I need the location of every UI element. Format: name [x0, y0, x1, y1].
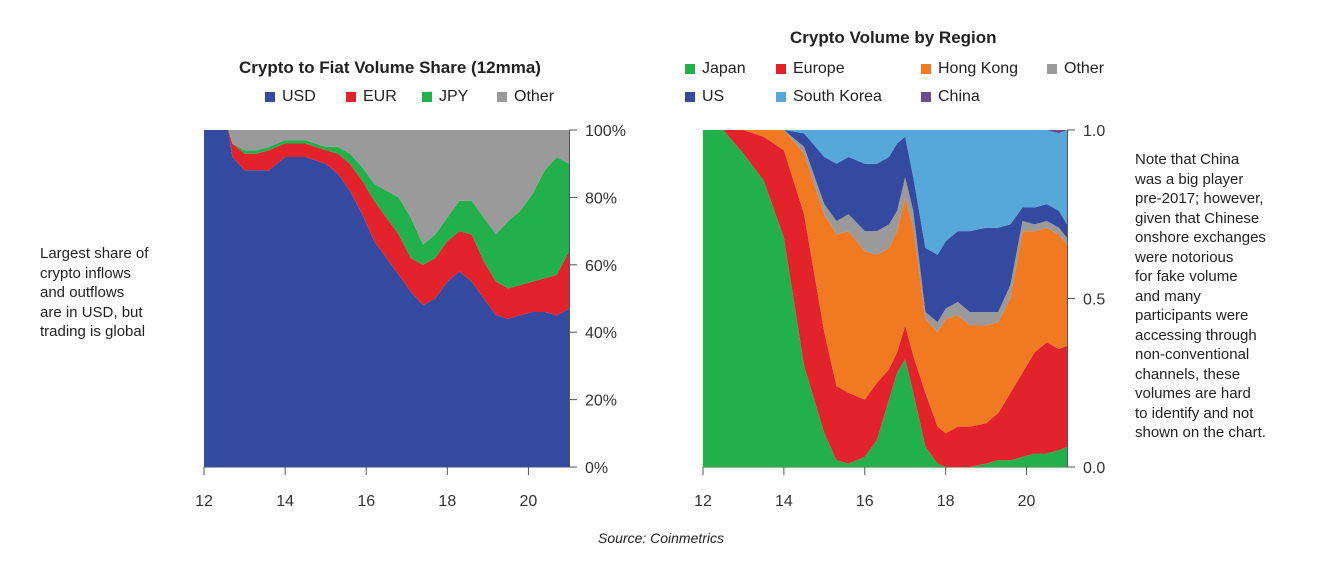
- area-usd: [204, 130, 569, 467]
- area-japan: [703, 130, 1067, 467]
- legend-label: China: [938, 88, 980, 105]
- legend-label: Other: [1064, 60, 1105, 77]
- left-annotation: Largest share of crypto inflows and outflo…: [40, 244, 148, 342]
- note-line: are in USD, but: [40, 303, 143, 321]
- note-line: accessing through: [1135, 326, 1257, 344]
- note-line: trading is global: [40, 323, 146, 340]
- chart1-title: Crypto to Fiat Volume Share (12mma): [239, 58, 541, 77]
- note-line: and many: [1135, 287, 1201, 305]
- x-tick-label: 18: [438, 493, 456, 510]
- x-tick-label: 20: [520, 493, 538, 510]
- legend-label: USD: [282, 88, 316, 105]
- note-line: Note that China: [1135, 151, 1240, 168]
- area-us: [703, 130, 1067, 323]
- other-swatch: [1047, 64, 1057, 74]
- note-line: pre-2017; however,: [1135, 190, 1264, 207]
- usd-swatch: [265, 92, 275, 102]
- x-tick-label: 18: [937, 493, 955, 510]
- us-swatch: [685, 92, 695, 102]
- y-tick-label: 0.5: [1083, 292, 1105, 309]
- x-tick-label: 14: [276, 493, 294, 510]
- hongkong-swatch: [921, 64, 931, 74]
- note-line: participants were: [1135, 307, 1249, 324]
- legend-item-other: Other: [497, 88, 554, 106]
- note-line: Largest share of: [40, 245, 149, 262]
- x-tick-label: 12: [694, 493, 712, 510]
- area-eur: [204, 130, 569, 319]
- note-line: crypto inflows: [40, 264, 131, 282]
- legend-label: Europe: [793, 60, 845, 77]
- note-line: volumes are hard: [1135, 385, 1251, 402]
- area-south-korea: [703, 130, 1067, 255]
- japan-swatch: [685, 64, 695, 74]
- note-line: were notorious: [1135, 248, 1234, 266]
- y-tick-label: 1.0: [1083, 123, 1105, 140]
- area-hong-kong: [703, 130, 1067, 434]
- china-swatch: [921, 92, 931, 102]
- note-line: non-conventional: [1135, 346, 1250, 363]
- legend-item-other-region: Other: [1047, 60, 1104, 78]
- x-tick-label: 12: [195, 493, 213, 510]
- other-swatch: [497, 92, 507, 102]
- area-jpy: [204, 130, 569, 289]
- chart2-title: Crypto Volume by Region: [790, 28, 997, 47]
- y-tick-label: 20%: [585, 393, 617, 410]
- legend-label: JPY: [439, 88, 469, 105]
- y-tick-label: 40%: [585, 325, 617, 342]
- legend-label: South Korea: [793, 88, 882, 105]
- y-tick-label: 0.0: [1083, 460, 1105, 477]
- legend-label: EUR: [363, 88, 397, 105]
- legend-item-usd: USD: [265, 88, 316, 106]
- legend-label: Other: [514, 88, 555, 105]
- y-tick-label: 0%: [585, 460, 608, 477]
- legend-label: US: [702, 88, 725, 105]
- legend-item-eur: EUR: [346, 88, 397, 106]
- x-tick-label: 16: [357, 493, 375, 510]
- europe-swatch: [776, 64, 786, 74]
- area-other: [703, 130, 1067, 333]
- southkorea-swatch: [776, 92, 786, 102]
- note-line: to identify and not: [1135, 404, 1254, 422]
- note-line: channels, these: [1135, 365, 1241, 383]
- note-line: and outflows: [40, 284, 125, 301]
- note-line: for fake volume: [1135, 268, 1238, 285]
- x-tick-label: 14: [775, 493, 793, 510]
- legend-item-southkorea: South Korea: [776, 88, 882, 106]
- jpy-swatch: [422, 92, 432, 102]
- source-note: Source: Coinmetrics: [598, 530, 725, 546]
- x-tick-label: 16: [856, 493, 874, 510]
- legend-label: Japan: [702, 60, 746, 77]
- area-europe: [703, 130, 1067, 467]
- legend-item-us: US: [685, 88, 724, 106]
- right-annotation: Note that China was a big player pre-2017;…: [1135, 150, 1266, 443]
- note-line: onshore exchanges: [1135, 229, 1266, 246]
- area-other: [204, 130, 569, 245]
- note-line: given that Chinese: [1135, 209, 1260, 227]
- note-line: was a big player: [1135, 170, 1244, 188]
- y-tick-label: 100%: [585, 123, 626, 140]
- x-tick-label: 20: [1018, 493, 1036, 510]
- legend-item-europe: Europe: [776, 60, 845, 78]
- note-line: shown on the chart.: [1135, 424, 1266, 441]
- legend-item-china: China: [921, 88, 980, 106]
- eur-swatch: [346, 92, 356, 102]
- legend-item-hongkong: Hong Kong: [921, 60, 1018, 78]
- legend-item-jpy: JPY: [422, 88, 468, 106]
- legend-item-japan: Japan: [685, 60, 746, 78]
- y-tick-label: 60%: [585, 258, 617, 275]
- y-tick-label: 80%: [585, 190, 617, 207]
- legend-label: Hong Kong: [938, 60, 1019, 77]
